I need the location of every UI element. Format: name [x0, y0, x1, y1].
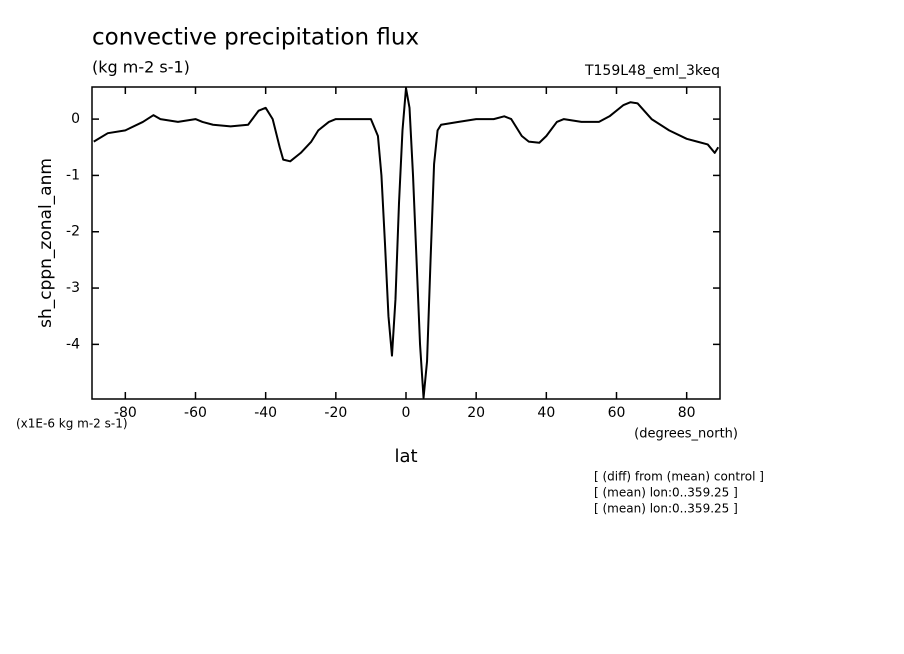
x-tick-label: -40 [254, 405, 277, 421]
x-tick-label: 0 [402, 405, 411, 421]
y-tick-label: -3 [66, 280, 80, 296]
note: [ (mean) lon:0..359.25 ] [594, 502, 738, 516]
data-line [93, 87, 720, 399]
x-tick-label: 60 [608, 405, 626, 421]
plot-frame [91, 86, 721, 400]
chart-title: convective precipitation flux [92, 25, 419, 51]
x-tick-label: -60 [184, 405, 207, 421]
y-axis-label: sh_cppn_zonal_anm [36, 158, 56, 328]
y-tick-label: -2 [66, 224, 80, 240]
x-unit: (degrees_north) [634, 427, 738, 442]
y-tick-label: -1 [66, 167, 80, 183]
x-tick-label: 20 [467, 405, 485, 421]
note: [ (mean) lon:0..359.25 ] [594, 486, 738, 500]
note: [ (diff) from (mean) control ] [594, 470, 764, 484]
y-tick-label: 0 [71, 111, 80, 127]
notes: [ (diff) from (mean) control ] [ (mean) l… [594, 470, 764, 516]
y-tick-label: -4 [66, 336, 80, 352]
y-unit: (x1E-6 kg m-2 s-1) [16, 417, 128, 431]
experiment-label: T159L48_eml_3keq [584, 63, 720, 79]
chart-subtitle: (kg m-2 s-1) [92, 58, 190, 77]
x-tick-label: -20 [324, 405, 347, 421]
x-tick-label: 80 [678, 405, 696, 421]
x-tick-label: -80 [114, 405, 137, 421]
x-axis-label: lat [394, 446, 417, 467]
x-tick-label: 40 [537, 405, 555, 421]
